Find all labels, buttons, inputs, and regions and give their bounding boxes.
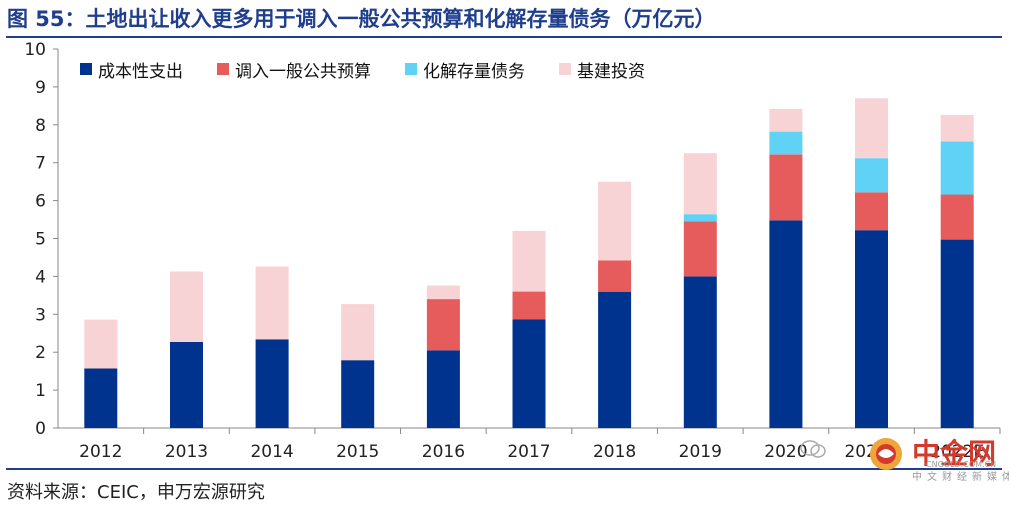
x-tick-label: 2019: [679, 442, 722, 462]
bar-segment: [769, 108, 803, 132]
legend-item: 化解存量债务: [405, 57, 525, 82]
bar-segment: [855, 230, 888, 428]
x-tick-label: 2018: [593, 442, 636, 462]
y-tick-label: 2: [35, 343, 46, 363]
y-tick-label: 9: [35, 78, 46, 98]
bar-segment: [855, 158, 888, 193]
bar-segment: [84, 368, 118, 428]
y-tick-label: 10: [24, 40, 46, 60]
brand-logo-icon: [870, 438, 902, 470]
bars: [84, 98, 974, 428]
legend-label: 化解存量债务: [423, 61, 525, 82]
legend-item: 调入一般公共预算: [217, 57, 371, 82]
chart-legend: 成本性支出 调入一般公共预算 化解存量债务 基建投资: [80, 56, 679, 82]
bar-segment: [769, 220, 803, 428]
x-tick-label: 2022E: [930, 442, 984, 462]
legend-swatch: [405, 63, 417, 75]
watermark: 中金网 CNGOLD.COM.CN 中文财经新媒体: [800, 432, 1009, 496]
bar-segment: [255, 266, 289, 340]
bar-segment: [683, 221, 717, 277]
y-tick-label: 3: [35, 305, 46, 325]
legend-label: 基建投资: [577, 61, 645, 82]
bar-segment: [940, 194, 974, 240]
bar-segment: [598, 260, 632, 292]
y-tick-label: 6: [35, 192, 46, 212]
bar-segment: [341, 360, 375, 428]
bar-segment: [512, 319, 546, 428]
x-tick-label: 2013: [165, 442, 208, 462]
y-tick-label: 5: [35, 230, 46, 250]
bar-segment: [512, 230, 546, 292]
legend-label: 调入一般公共预算: [235, 61, 371, 82]
x-tick-label: 2014: [250, 442, 293, 462]
bar-segment: [341, 304, 375, 361]
title-divider: [6, 36, 1002, 38]
legend-swatch: [80, 63, 92, 75]
bar-segment: [598, 291, 632, 428]
bar-segment: [683, 214, 717, 222]
bar-segment: [940, 141, 974, 195]
chat-bubble-icon: [800, 440, 826, 458]
legend-swatch: [559, 63, 571, 75]
x-tick-label: 2012: [79, 442, 122, 462]
bar-segment: [170, 342, 203, 428]
y-tick-label: 7: [35, 154, 46, 174]
bar-segment: [683, 153, 717, 215]
legend-item: 基建投资: [559, 57, 645, 82]
y-tick-label: 1: [35, 381, 46, 401]
tick-labels: 0 1 2 3 4 5 6 7 8 9 10 2012 2013 2014 2015 2016 2017 2018…: [24, 40, 984, 462]
watermark-url: CNGOLD.COM.CN: [926, 460, 997, 469]
bar-segment: [683, 276, 717, 428]
bar-segment: [426, 350, 460, 428]
bar-segment: [255, 339, 289, 428]
bar-segment: [598, 181, 632, 261]
bar-segment: [940, 239, 974, 428]
chart-title: 图 55：土地出让收入更多用于调入一般公共预算和化解存量债务（万亿元）: [7, 7, 716, 31]
legend-swatch: [217, 63, 229, 75]
x-tick-label: 2017: [507, 442, 550, 462]
bar-segment: [769, 131, 803, 155]
bar-segment: [426, 299, 460, 351]
watermark-subtitle: 中文财经新媒体: [912, 472, 1009, 483]
source-note: 资料来源：CEIC，申万宏源研究: [7, 482, 265, 503]
bar-segment: [769, 154, 803, 221]
y-tick-label: 4: [35, 267, 46, 287]
y-tick-label: 8: [35, 116, 46, 136]
x-tick-label: 2015: [336, 442, 379, 462]
bar-segment: [940, 114, 974, 142]
bar-segment: [170, 271, 203, 342]
bar-segment: [855, 192, 888, 231]
y-tick-label: 0: [35, 419, 46, 439]
x-tick-label: 2020: [764, 442, 807, 462]
bar-segment: [84, 319, 118, 369]
footer-divider: [6, 468, 1002, 470]
legend-item: 成本性支出: [80, 57, 183, 82]
legend-label: 成本性支出: [98, 61, 183, 82]
bar-segment: [426, 285, 460, 300]
bar-segment: [512, 291, 546, 320]
x-tick-label: 2016: [422, 442, 465, 462]
watermark-brand: 中金网: [912, 437, 997, 470]
bar-segment: [855, 98, 888, 159]
